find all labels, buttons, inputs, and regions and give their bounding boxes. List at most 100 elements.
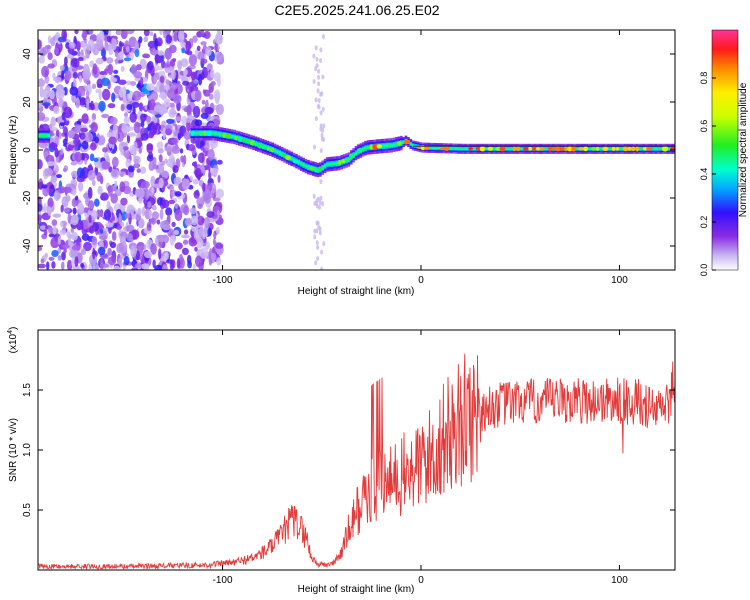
- heatmap-noise-cell: [171, 69, 176, 81]
- heatmap-noise-cell: [163, 84, 171, 91]
- heatmap-ridge-cell: [428, 146, 432, 149]
- heatmap-noise-cell: [147, 60, 154, 71]
- colorbar-tick-label: 0.4: [699, 168, 709, 181]
- heatmap-noise-cell: [94, 198, 100, 207]
- heatmap-noise-cell: [56, 193, 61, 200]
- heatmap-noise-cell: [88, 263, 92, 270]
- heatmap-noise-cell: [183, 239, 189, 245]
- heatmap-peak-cell: [376, 144, 383, 149]
- heatmap-ridge-cell: [659, 147, 663, 150]
- heatmap-peak-cell: [602, 146, 609, 151]
- heatmap-ridge-cell: [323, 164, 327, 168]
- heatmap-peak-cell: [198, 130, 204, 136]
- heatmap-noise-cell: [149, 98, 156, 111]
- heatmap-noise-cell: [153, 75, 157, 85]
- heatmap-noise-cell: [73, 137, 81, 146]
- heatmap-noise-cell: [101, 113, 110, 119]
- heatmap-ridge-cell: [383, 144, 386, 148]
- heatmap-noise-cell: [320, 266, 324, 270]
- heatmap-noise-cell: [143, 36, 149, 43]
- heatmap-noise-cell: [187, 144, 196, 152]
- heatmap-noise-cell: [315, 240, 319, 246]
- heatmap-noise-cell: [186, 104, 192, 116]
- heatmap-noise-cell: [106, 57, 114, 64]
- heatmap-noise-cell: [197, 51, 205, 61]
- heatmap-peak-cell: [596, 146, 600, 151]
- snr-x-tick-label: 0: [418, 575, 424, 586]
- heatmap-ridge-cell: [473, 147, 477, 150]
- heatmap-noise-cell: [180, 41, 187, 48]
- heatmap-noise-cell: [120, 65, 125, 72]
- heatmap-ridge-cell: [38, 134, 41, 138]
- heatmap-noise-cell: [96, 209, 103, 218]
- heatmap-noise-cell: [132, 90, 142, 101]
- heatmap-noise-cell: [49, 142, 58, 150]
- heatmap-noise-cell: [82, 30, 87, 41]
- heatmap-noise-cell: [87, 39, 95, 52]
- heatmap-ridge-cell: [280, 152, 284, 156]
- heatmap-noise-cell: [90, 100, 94, 111]
- heatmap-noise-cell: [102, 147, 108, 153]
- heatmap-noise-cell: [118, 40, 123, 52]
- heatmap-noise-cell: [144, 188, 150, 200]
- heatmap-noise-cell: [53, 76, 62, 82]
- heatmap-ridge-cell: [42, 134, 46, 138]
- svg-text:(x104): (x104): [7, 327, 19, 354]
- heatmap-peak-cell: [234, 135, 239, 141]
- heatmap-noise-cell: [116, 53, 120, 61]
- heatmap-noise-cell: [47, 206, 52, 216]
- heatmap-noise-cell: [47, 197, 54, 208]
- heatmap-noise-cell: [61, 261, 65, 270]
- heatmap-noise-cell: [55, 88, 65, 100]
- heatmap-peak-cell: [292, 160, 300, 164]
- heatmap-noise-cell: [216, 257, 222, 266]
- heatmap-noise-cell: [100, 258, 104, 270]
- heatmap-ridge-cell: [333, 162, 336, 166]
- heatmap-noise-cell: [111, 231, 117, 242]
- heatmap-noise-cell: [148, 131, 155, 138]
- colorbar-label: Normalized spectral amplitude: [738, 82, 749, 217]
- heatmap-noise-cell: [193, 161, 198, 169]
- heatmap-noise-cell: [98, 100, 106, 112]
- heatmap-noise-cell: [60, 221, 64, 228]
- snr-y-axis: 0.5 1.0 1.5: [22, 383, 675, 517]
- heatmap-noise-cell: [140, 120, 145, 128]
- heatmap-noise-cell: [70, 130, 75, 138]
- heatmap-ridge-cell: [600, 147, 603, 150]
- heatmap-ridge-cell: [464, 147, 467, 150]
- heatmap-noise-cell: [127, 165, 135, 173]
- heatmap-ridge-cell: [302, 163, 305, 167]
- colorbar-tick-label: 0.8: [699, 72, 709, 85]
- heatmap-noise-cell: [91, 113, 97, 121]
- heatmap-peak-cell: [439, 146, 446, 150]
- heatmap-noise-cell: [89, 142, 97, 151]
- heatmap-noise-cell: [89, 254, 98, 266]
- heatmap-noise-cell: [63, 186, 72, 193]
- heatmap-ridge-cell: [328, 162, 332, 166]
- heatmap-ridge-cell: [454, 147, 458, 150]
- heatmap-noise-cell: [142, 53, 151, 59]
- heatmap-noise-cell: [157, 147, 164, 154]
- heatmap-ridge-cell: [521, 147, 524, 150]
- heatmap-noise-cell: [322, 137, 326, 143]
- heatmap-noise-cell: [316, 88, 320, 94]
- heatmap-noise-cell: [178, 30, 185, 42]
- heatmap-noise-cell: [217, 174, 221, 183]
- heatmap-noise-cell: [80, 127, 88, 133]
- heatmap-noise-cell: [158, 154, 163, 162]
- heatmap-ridge-cell: [402, 141, 405, 144]
- heatmap-noise-cell: [111, 37, 115, 50]
- heatmap-noise-cell: [185, 40, 192, 52]
- heatmap-noise-cell: [93, 157, 99, 162]
- heatmap-noise-cell: [199, 247, 209, 259]
- heatmap-noise-cell: [164, 146, 173, 152]
- heatmap-noise-cell: [145, 115, 152, 123]
- heatmap-peak-cell: [337, 160, 342, 165]
- heatmap-peak-cell: [225, 133, 232, 139]
- heatmap-noise-cell: [312, 193, 316, 199]
- heatmap-noise-cell: [136, 168, 141, 173]
- heatmap-noise-cell: [63, 207, 71, 213]
- heatmap-noise-cell: [180, 58, 189, 68]
- heatmap-ridge-cell: [459, 147, 463, 150]
- heatmap-peak-cell: [190, 130, 195, 136]
